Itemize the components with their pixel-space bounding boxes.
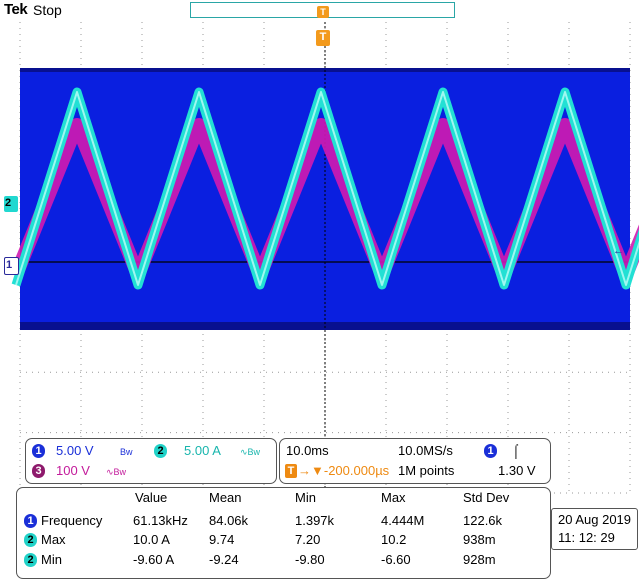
trigger-time-marker[interactable]: T — [316, 30, 330, 46]
measurement-max: 10.2 — [381, 532, 407, 547]
measurement-stddev: 928m — [463, 552, 496, 567]
ch2-bandwidth-icon: ∿Bw — [240, 447, 261, 457]
measurement-row[interactable]: 1 Frequency 61.13kHz 84.06k 1.397k 4.444… — [17, 513, 550, 531]
measurement-value: -9.60 A — [133, 552, 175, 567]
measurement-mean: 9.74 — [209, 532, 235, 547]
measurement-label: Min — [41, 552, 62, 567]
measurement-min: 7.20 — [295, 532, 321, 547]
col-header-min: Min — [295, 490, 316, 505]
sample-rate: 10.0MS/s — [398, 443, 453, 458]
ch3-badge[interactable]: 3 — [32, 464, 45, 478]
trigger-delay[interactable]: →▼-200.000µs — [298, 463, 390, 478]
ch3-scale: 100 V — [56, 463, 90, 478]
trigger-position-marker[interactable]: T — [317, 6, 329, 18]
timebase-panel: 10.0ms 10.0MS/s T →▼-200.000µs 1M points… — [279, 438, 551, 484]
col-header-max: Max — [381, 490, 406, 505]
measurement-source-badge: 1 — [24, 514, 37, 528]
trigger-level-arrow-icon: ← — [613, 245, 624, 257]
measurement-source-badge: 2 — [24, 533, 37, 547]
measurement-min: 1.397k — [295, 513, 335, 528]
measurement-max: -6.60 — [381, 552, 411, 567]
col-header-stddev: Std Dev — [463, 490, 510, 505]
measurement-source-badge: 2 — [24, 553, 37, 567]
col-header-mean: Mean — [209, 490, 242, 505]
trigger-slope-icon: ⌠ — [512, 443, 520, 458]
measurement-label: Max — [41, 532, 66, 547]
ch1-badge[interactable]: 1 — [32, 444, 45, 458]
measurement-label: Frequency — [41, 513, 103, 528]
measurement-value: 61.13kHz — [133, 513, 188, 528]
ch1-ground-marker[interactable]: 1 — [4, 257, 19, 275]
channel-settings-panel: 1 5.00 V Bw 2 5.00 A ∿Bw 3 100 V ∿Bw — [25, 438, 277, 484]
trigger-icon: T — [285, 464, 297, 478]
ch3-bandwidth-icon: ∿Bw — [106, 467, 127, 477]
measurement-stddev: 122.6k — [463, 513, 503, 528]
time-display: 11: 12: 29 — [558, 530, 615, 545]
ch2-badge[interactable]: 2 — [154, 444, 167, 458]
measurement-row[interactable]: 2 Min -9.60 A -9.24 -9.80 -6.60 928m — [17, 552, 550, 570]
measurement-min: -9.80 — [295, 552, 325, 567]
col-header-value: Value — [135, 490, 168, 505]
ch1-bandwidth-icon: Bw — [120, 447, 133, 457]
date-display: 20 Aug 2019 — [558, 512, 632, 527]
measurements-panel: Value Mean Min Max Std Dev 1 Frequency 6… — [16, 487, 551, 579]
ch2-waveform-core — [15, 91, 639, 286]
measurement-stddev: 938m — [463, 532, 496, 547]
brand-logo: Tek — [4, 1, 28, 18]
measurement-max: 4.444M — [381, 513, 425, 528]
trigger-source-badge[interactable]: 1 — [484, 444, 497, 458]
acquisition-state: Stop — [33, 2, 62, 18]
measurement-value: 10.0 A — [133, 532, 170, 547]
datetime-panel: 20 Aug 2019 11: 12: 29 — [551, 508, 638, 550]
measurement-mean: -9.24 — [209, 552, 239, 567]
measurement-header-row: Value Mean Min Max Std Dev — [17, 488, 550, 506]
measurement-mean: 84.06k — [209, 513, 249, 528]
record-length: 1M points — [398, 463, 455, 478]
trigger-level[interactable]: 1.30 V — [498, 463, 536, 478]
ch2-scale: 5.00 A — [184, 443, 221, 458]
ch1-scale: 5.00 V — [56, 443, 94, 458]
horizontal-scale[interactable]: 10.0ms — [286, 443, 329, 458]
ch2-ground-marker[interactable]: 2 — [4, 196, 18, 212]
measurement-row[interactable]: 2 Max 10.0 A 9.74 7.20 10.2 938m — [17, 532, 550, 550]
